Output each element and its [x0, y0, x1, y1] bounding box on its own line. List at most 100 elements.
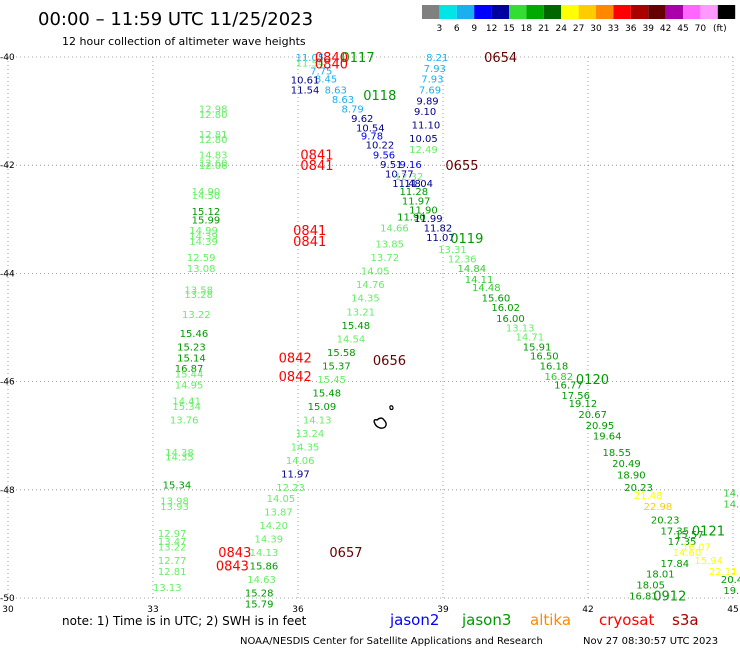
wave-height-label: 18.90	[617, 471, 646, 482]
wave-height-label: 14.39	[189, 232, 218, 243]
legend-label: 27	[573, 24, 584, 34]
wave-height-label: 13.98	[160, 497, 189, 508]
wave-height-label: 19.64	[593, 432, 622, 443]
wave-height-label: 12.97	[158, 529, 187, 540]
wave-height-label: 14.13	[303, 415, 332, 426]
legend-swatch	[613, 5, 631, 19]
wave-height-label: 14.66	[380, 223, 409, 234]
wave-height-label: 13.08	[187, 264, 216, 275]
wave-height-label: 20.67	[578, 410, 607, 421]
wave-height-label: 18.01	[646, 570, 675, 581]
wave-height-label: 14.06	[286, 456, 315, 467]
wave-height-label: 15.91	[523, 342, 552, 353]
pass-time-label: 0842	[279, 351, 312, 366]
wave-height-label: 13.22	[182, 310, 211, 321]
legend-label: 12	[486, 24, 497, 34]
wave-height-label: 16.81	[629, 591, 658, 602]
wave-height-label: 20.46	[721, 575, 740, 586]
footer-timestamp: Nov 27 08:30:57 UTC 2023	[583, 636, 718, 647]
wave-height-label: 7.93	[421, 75, 443, 86]
wave-height-label: 15.86	[250, 562, 279, 573]
wave-height-label: 11.54	[291, 85, 320, 96]
satellite-legend-item: altika	[530, 611, 571, 629]
wave-height-label: 14.39	[189, 237, 218, 248]
wave-height-label: 11.82	[424, 223, 453, 234]
legend-label: 42	[660, 24, 671, 34]
wave-height-label: 15.45	[317, 375, 346, 386]
wave-height-label: 12.81	[158, 567, 187, 578]
wave-height-label: 8.63	[325, 85, 347, 96]
wave-height-label: 15.94	[694, 556, 723, 567]
wave-height-label: 13.13	[153, 583, 182, 594]
wave-height-label: 10.61	[291, 76, 320, 87]
legend-label: 30	[590, 24, 602, 34]
wave-height-label: 14.99	[189, 226, 218, 237]
wave-height-label: 9.56	[373, 150, 395, 161]
legend-label: 3	[437, 24, 443, 34]
wave-height-label: 14.11	[465, 275, 494, 286]
wave-height-label: 20.49	[612, 459, 641, 470]
wave-height-label: 14.54	[337, 334, 366, 345]
wave-height-label: 20.23	[651, 516, 680, 527]
y-tick-label: -42	[0, 161, 15, 171]
pass-time-label: 0117	[342, 51, 375, 66]
wave-height-label: 17.56	[561, 391, 590, 402]
legend-label: 15	[503, 24, 514, 34]
legend-swatch	[596, 5, 614, 19]
wave-height-label: 15.14	[177, 353, 206, 364]
wave-height-label: 14.38	[165, 448, 194, 459]
wave-height-label: 14.90	[192, 187, 221, 198]
wave-height-label: 16.50	[530, 352, 559, 363]
wave-height-label: 11.05	[296, 53, 325, 64]
wave-height-label: 7.75	[310, 67, 332, 78]
wave-height-label: 12.32	[395, 172, 424, 183]
wave-height-label: 15.60	[482, 294, 511, 305]
wave-height-label: 15.09	[308, 402, 337, 413]
wave-height-label: 10.05	[409, 134, 438, 145]
pass-time-label: 0841	[293, 224, 326, 239]
pass-time-label: 0841	[300, 148, 333, 163]
pass-time-label: 0840	[315, 57, 348, 72]
wave-height-label: 15.44	[175, 369, 204, 380]
wave-height-label: 15.28	[245, 589, 274, 600]
y-tick-label: -50	[0, 594, 15, 604]
wave-height-label: 15.34	[163, 480, 192, 491]
wave-height-label: 11.54	[296, 58, 325, 69]
wave-height-label: 13.21	[346, 307, 375, 318]
wave-height-label: 12.23	[276, 483, 305, 494]
wave-height-label: 17.84	[661, 559, 690, 570]
satellite-legend-item: cryosat	[599, 611, 654, 629]
pass-time-label: 0843	[216, 560, 249, 575]
pass-time-label: 0654	[484, 51, 517, 66]
legend-swatch	[630, 5, 649, 19]
legend-swatch	[561, 5, 579, 19]
satellite-legend-item: jason2	[389, 611, 439, 629]
page-subtitle: 12 hour collection of altimeter wave hei…	[62, 35, 306, 48]
legend-label: 6	[454, 24, 460, 34]
wave-height-label: 13.76	[170, 415, 199, 426]
wave-height-label: 21.48	[634, 491, 663, 502]
x-tick-label: 33	[147, 605, 158, 615]
wave-height-label: 20.95	[586, 421, 615, 432]
y-tick-label: -40	[0, 53, 15, 63]
wave-height-label: 14.35	[351, 294, 380, 305]
legend-swatch	[665, 5, 683, 19]
legend-label: 18	[521, 24, 533, 34]
legend-swatch	[543, 5, 562, 19]
wave-height-label: 19.12	[569, 399, 598, 410]
wave-height-label: 18.05	[636, 580, 665, 591]
legend-swatch	[526, 5, 544, 19]
wave-height-label: 11.04	[404, 179, 433, 190]
wave-height-label: 14.48	[472, 283, 501, 294]
legend-swatch	[456, 5, 475, 19]
legend-swatch	[439, 5, 457, 19]
x-tick-label: 30	[2, 605, 14, 615]
wave-height-label: 11.97	[281, 470, 310, 481]
wave-height-label: 12.80	[199, 110, 228, 121]
wave-height-label: 13.87	[264, 507, 293, 518]
wave-height-label: 12.59	[187, 253, 216, 264]
color-legend: 3 6 9 12 15 18 21 24 27 30 33 36 39 42 45 70 (ft)	[422, 5, 736, 34]
legend-label: 70	[695, 24, 707, 34]
wave-height-label: 13.24	[296, 429, 325, 440]
legend-swatch	[717, 5, 736, 19]
